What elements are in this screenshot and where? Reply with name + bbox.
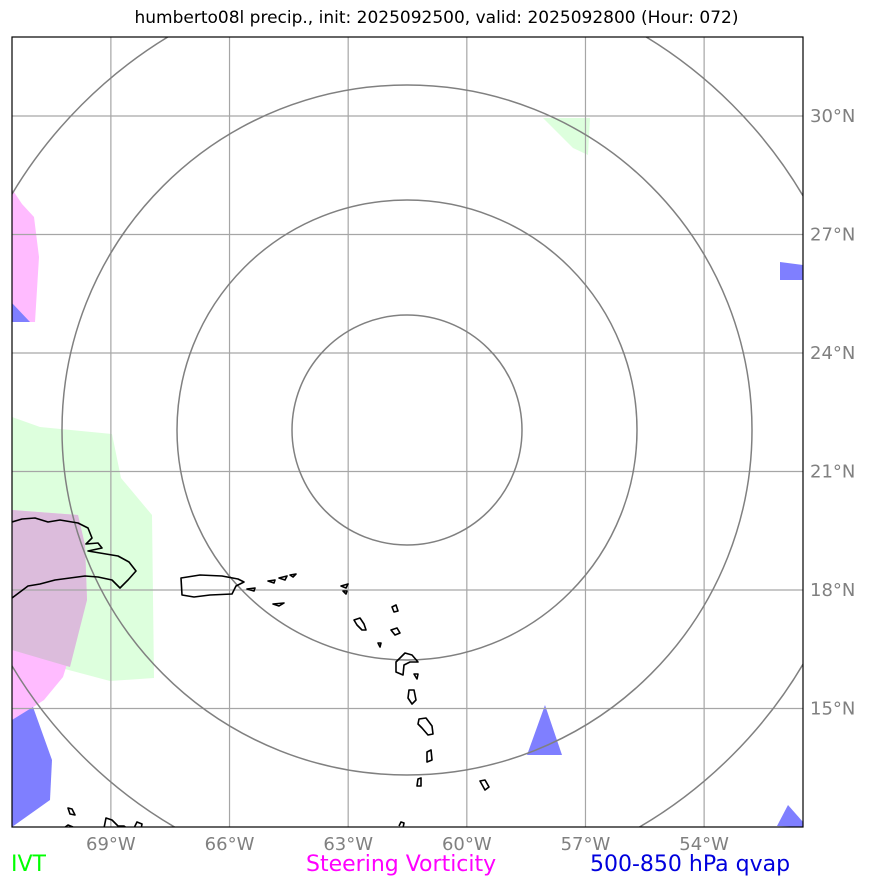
latitude-labels: 30°N 27°N 24°N 21°N 18°N 15°N [810,106,855,720]
coastline-puerto-rico [180,574,245,598]
coastline-island-i [353,617,367,631]
lon-tick-label: 63°W [323,834,373,855]
lat-tick-label: 30°N [810,106,855,127]
lat-tick-label: 21°N [810,462,855,483]
coastline-island-j [390,627,401,636]
qvap-region-triangle [527,705,562,755]
coastline-grenada [398,821,405,827]
distance-ring-1 [291,314,523,546]
coastline-martinique [417,717,434,736]
lat-tick-label: 18°N [810,580,855,601]
coastline-island-k [377,642,382,648]
lat-tick-label: 27°N [810,225,855,246]
coastline-island-d [289,573,297,578]
plot-frame [11,36,804,828]
coastline-island-a [246,587,256,592]
graticule [12,37,803,827]
qvap-region-right-bottom [777,805,803,827]
lat-tick-label: 15°N [810,699,855,720]
coastline-guadeloupe [395,652,419,676]
longitude-labels: 69°W 66°W 63°W 60°W 57°W 54°W [86,834,729,855]
distance-ring-2 [176,199,638,661]
vorticity-region-upper [12,189,39,322]
lat-tick-label: 24°N [810,343,855,364]
coastline-hispaniola [12,517,137,599]
legend-qvap: 500-850 hPa qvap [590,852,791,877]
coastline-curacao [67,807,76,816]
legend-ivt: IVT [11,852,46,877]
qvap-region-upper-left [12,303,30,322]
lon-tick-label: 54°W [679,834,729,855]
coastline-island-b [267,579,276,584]
coastline-island-l [413,673,419,680]
coastline-st-vincent [416,777,422,787]
coastline-island-f [340,583,349,589]
lon-tick-label: 57°W [561,834,611,855]
coastline-island-m [64,824,74,827]
lon-tick-label: 69°W [86,834,136,855]
qvap-region-lower-left [12,707,52,827]
coastline-st-lucia [426,749,433,763]
ivt-region-north [543,118,590,155]
coastline-island-c [278,575,288,581]
coastline-island-h [391,604,399,613]
coastline-island-e [272,602,285,607]
lon-tick-label: 60°W [442,834,492,855]
distance-ring-3 [61,84,753,776]
coastline-dominica [407,689,417,705]
lon-tick-label: 66°W [205,834,255,855]
ivt-vorticity-overlap [12,510,87,667]
qvap-region-right-top [780,262,803,280]
coastline-island-n [133,821,143,827]
coastline-island-g [342,590,348,595]
legend-vorticity: Steering Vorticity [306,852,497,877]
coastline-barbados [479,779,490,791]
coastlines [12,517,490,827]
map-title: humberto08l precip., init: 2025092500, v… [134,8,739,28]
